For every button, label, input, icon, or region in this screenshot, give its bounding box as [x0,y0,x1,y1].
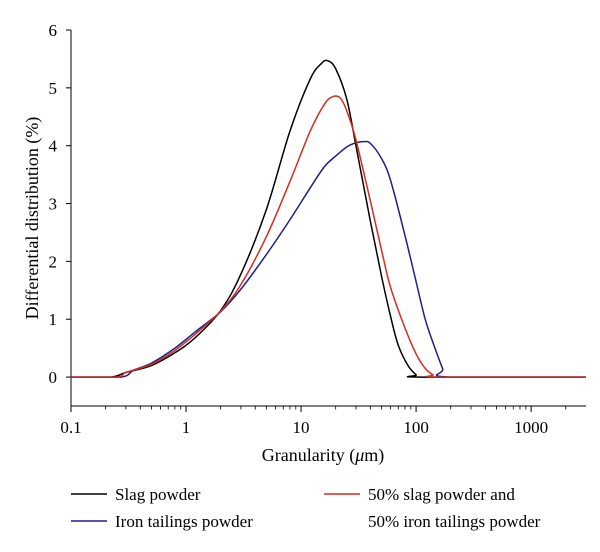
series-line-iron-tailings-powder [71,140,586,378]
series-layer [71,59,586,378]
y-axis-label: Differential distribution (%) [22,117,43,320]
legend-item-slag-powder: Slag powder [71,485,201,504]
legend-label-iron-tailings-powder: Iron tailings powder [115,512,253,531]
legend-item-iron-tailings-powder: Iron tailings powder [71,512,253,531]
y-tick-label: 3 [49,195,58,214]
x-tick-label: 100 [403,418,429,437]
y-tick-label: 4 [49,137,58,156]
x-axis-label: Granularity (μm) [262,445,385,466]
y-tick-label: 5 [49,79,58,98]
y-tick-label: 6 [49,21,58,40]
y-tick-label: 1 [49,310,58,329]
series-line-mixed-powder [71,95,586,378]
x-tick-label: 1000 [514,418,548,437]
y-tick-label: 2 [49,252,58,271]
legend: Slag powder Iron tailings powder 50% sla… [71,485,541,531]
legend-label-mixed-powder-line1: 50% slag powder and [368,485,515,504]
legend-label-mixed-powder-line2: 50% iron tailings powder [368,512,541,531]
x-tick-label: 0.1 [60,418,81,437]
legend-item-mixed-powder: 50% slag powder and 50% iron tailings po… [324,485,541,531]
x-tick-label: 10 [293,418,310,437]
legend-label-slag-powder: Slag powder [115,485,201,504]
y-tick-label: 0 [49,368,58,387]
axes: 0 1 2 3 4 5 6 0.1 1 10 100 1000 [49,21,586,437]
x-tick-label: 1 [182,418,191,437]
series-line-slag-powder [71,59,586,378]
